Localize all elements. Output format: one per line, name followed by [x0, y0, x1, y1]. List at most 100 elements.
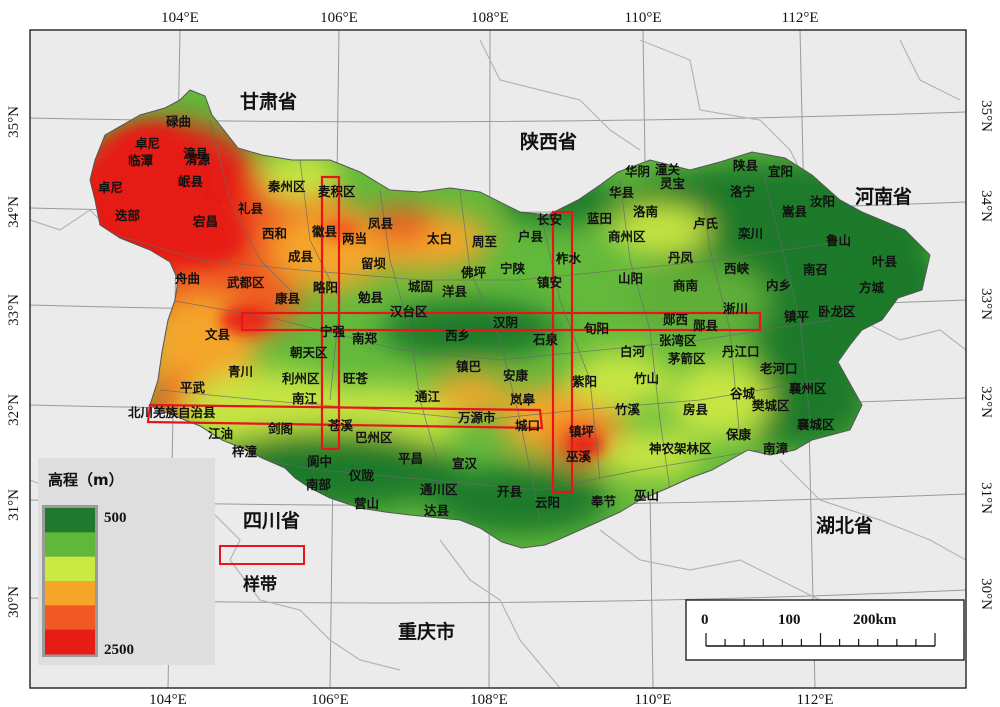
county-label: 卢氏	[693, 216, 719, 231]
county-label: 岚皋	[510, 392, 536, 407]
lon-tick-top: 110°E	[624, 10, 661, 26]
county-label: 佛坪	[460, 265, 487, 280]
county-label: 卓尼	[135, 136, 160, 151]
county-label: 山阳	[618, 271, 643, 286]
county-label: 徽县	[311, 224, 338, 239]
county-label: 朝天区	[290, 345, 328, 360]
county-label: 麦积区	[318, 184, 356, 199]
county-label: 石泉	[532, 332, 559, 347]
county-label: 淅川	[723, 301, 748, 316]
lon-tick-bottom: 110°E	[634, 692, 671, 707]
lon-tick-top: 108°E	[471, 10, 509, 26]
county-label: 江油	[208, 426, 233, 441]
county-label: 略阳	[313, 280, 338, 295]
transect-ew-south	[146, 403, 544, 430]
province-label: 河南省	[855, 186, 912, 208]
county-label: 云阳	[535, 495, 560, 510]
scale-bar: 0 100 200km	[685, 599, 965, 661]
county-label: 汉阴	[493, 315, 518, 330]
county-label: 南漳	[763, 441, 789, 456]
county-label: 叶县	[872, 254, 898, 269]
county-label: 迭部	[115, 208, 141, 223]
county-label: 成县	[288, 249, 314, 264]
county-label: 剑阁	[267, 421, 293, 436]
county-label: 卓尼	[98, 180, 123, 195]
county-label: 丹凤	[668, 250, 694, 265]
lat-tick-right: 30°N	[978, 578, 994, 610]
county-label: 梓潼	[232, 444, 258, 459]
county-label: 达县	[424, 503, 450, 518]
county-label: 西乡	[445, 328, 470, 343]
county-label: 襄州区	[788, 381, 827, 396]
county-label: 武都区	[227, 275, 265, 290]
county-label: 勉县	[357, 290, 384, 305]
county-label: 襄城区	[796, 417, 835, 432]
county-label: 户县	[518, 229, 544, 244]
lat-tick-right: 31°N	[978, 482, 994, 514]
elevation-legend: 高程（m） 500 2500	[38, 458, 215, 665]
lat-tick-right: 32°N	[978, 386, 994, 418]
county-label: 郧西	[663, 312, 688, 327]
county-label: 宜阳	[768, 164, 793, 179]
county-label: 洋县	[442, 284, 468, 299]
county-label: 宁强	[320, 324, 346, 339]
county-label: 通江	[415, 389, 441, 404]
county-label: 镇坪	[569, 424, 595, 439]
transect-legend-swatch	[219, 545, 305, 565]
county-label: 嵩县	[782, 204, 808, 219]
county-label: 礼县	[238, 201, 264, 216]
county-label: 卧龙区	[818, 304, 856, 319]
county-label: 汝阳	[810, 194, 835, 209]
county-label: 洛南	[633, 204, 659, 219]
lat-tick-left: 35°N	[6, 106, 22, 138]
scale-label-0: 0	[701, 612, 709, 628]
county-label: 南部	[306, 477, 332, 492]
county-label: 洛宁	[730, 184, 755, 199]
province-label: 甘肃省	[240, 90, 297, 113]
transect-ns-west	[320, 175, 341, 451]
county-label: 宁陕	[500, 261, 526, 276]
county-label: 万源市	[457, 410, 496, 425]
lon-tick-bottom: 104°E	[149, 692, 187, 707]
county-label: 蓝田	[587, 211, 612, 226]
county-label: 竹山	[633, 371, 659, 386]
county-label: 巴州区	[355, 430, 393, 445]
legend-color-swatch	[45, 532, 95, 558]
county-label: 漳县	[183, 146, 209, 161]
county-label: 临潭	[128, 153, 154, 168]
county-label: 南召	[803, 262, 828, 277]
county-label: 樊城区	[752, 398, 790, 413]
county-label: 西和	[262, 226, 287, 241]
county-label: 内乡	[766, 278, 791, 293]
province-label: 湖北省	[816, 515, 873, 537]
lat-ticks-left: 35°N 34°N 33°N 32°N 31°N 30°N	[6, 106, 22, 618]
county-label: 平武	[180, 380, 206, 395]
county-label: 栾川	[737, 226, 763, 241]
lon-tick-bottom: 112°E	[796, 692, 833, 707]
county-label: 陕县	[733, 158, 759, 173]
lon-tick-bottom: 108°E	[470, 692, 508, 707]
county-boundaries	[99, 119, 851, 521]
county-label: 方城	[859, 280, 885, 295]
scale-label-200: 200km	[853, 612, 897, 628]
lat-tick-right: 35°N	[978, 100, 994, 132]
county-label: 两当	[342, 231, 367, 246]
county-label: 张湾区	[659, 333, 697, 348]
county-label: 营山	[354, 496, 379, 511]
county-label: 旺苍	[343, 371, 369, 386]
county-label: 紫阳	[572, 374, 597, 389]
province-label: 陕西省	[520, 130, 577, 153]
county-label: 灵宝	[660, 176, 685, 191]
county-label: 太白	[427, 231, 452, 246]
county-label: 潼关	[655, 162, 681, 177]
legend-max-label: 2500	[104, 642, 134, 658]
county-label: 镇安	[537, 275, 562, 290]
transect-ns-east	[551, 210, 574, 494]
legend-color-swatch	[45, 581, 95, 606]
lat-tick-left: 30°N	[6, 586, 22, 618]
county-label: 谷城	[730, 386, 756, 401]
county-label: 城口	[515, 418, 540, 433]
county-label: 通川区	[420, 482, 458, 497]
